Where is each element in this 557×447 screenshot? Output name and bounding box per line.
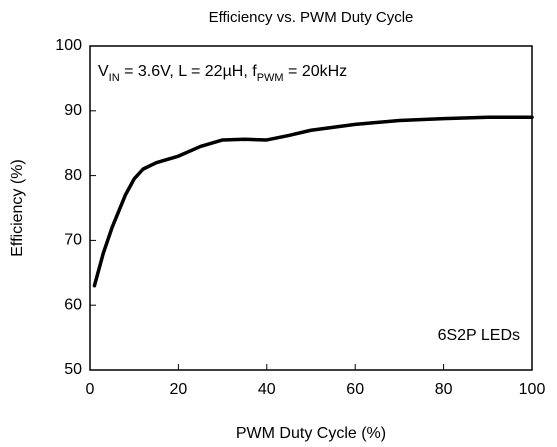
x-tick-label: 80 <box>435 381 453 398</box>
line <box>92 115 534 288</box>
x-tick-label: 40 <box>258 381 276 398</box>
x-tick-label: 60 <box>346 381 364 398</box>
annotation-subscript: IN <box>109 72 120 84</box>
y-tick-label: 80 <box>64 167 82 184</box>
y-tick-label: 50 <box>64 361 82 378</box>
y-tick-label: 100 <box>55 37 82 54</box>
annotation-text: 6S2P LEDs <box>438 327 520 344</box>
plot-frame <box>89 45 533 371</box>
annotation: VIN = 3.6V, L = 22µH, fPWM = 20kHz <box>98 63 347 84</box>
y-tick-label: 90 <box>64 102 82 119</box>
annotation-subscript: PWM <box>257 72 284 84</box>
annotation-text: V <box>98 63 109 80</box>
annotation: 6S2P LEDs <box>438 327 520 344</box>
y-tick-label: 70 <box>64 232 82 249</box>
y-axis-label: Efficiency (%) <box>9 159 26 257</box>
x-tick-label: 20 <box>170 381 188 398</box>
x-axis-label: PWM Duty Cycle (%) <box>236 425 386 442</box>
x-tick-label: 0 <box>86 381 95 398</box>
y-tick-label: 60 <box>64 296 82 313</box>
chart-title: Efficiency vs. PWM Duty Cycle <box>209 9 414 26</box>
annotation-text: = 20kHz <box>284 63 348 80</box>
x-tick-label: 100 <box>519 381 546 398</box>
annotation-text: = 3.6V, L = 22µH, f <box>120 63 258 80</box>
